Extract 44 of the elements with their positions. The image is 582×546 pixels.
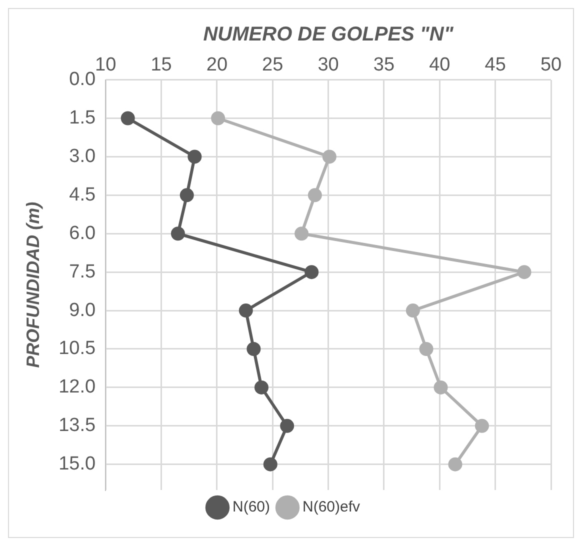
point [517, 265, 532, 280]
y-tick-label: 13.5 [58, 415, 96, 436]
x-tick-label: 20 [206, 54, 228, 76]
x-tick-label: 45 [484, 54, 506, 76]
point [180, 188, 194, 202]
y-tick-label: 0.0 [69, 69, 96, 90]
y-tick-label: 4.5 [69, 184, 96, 206]
point [211, 111, 226, 126]
x-tick-label: 30 [318, 54, 339, 76]
y-tick-label: 12.0 [58, 376, 96, 398]
y-tick-label: 6.0 [69, 222, 96, 244]
y-tick-label: 10.5 [58, 338, 96, 360]
x-tick-label: 40 [429, 54, 450, 76]
y-tick-label: 3.0 [69, 146, 96, 167]
point [419, 342, 434, 356]
point [434, 380, 448, 394]
point [448, 457, 462, 472]
point [170, 226, 185, 241]
point [238, 304, 253, 318]
point [254, 380, 268, 394]
y-tick-label: 1.5 [69, 107, 96, 128]
point [322, 150, 336, 164]
point [474, 418, 489, 433]
point [120, 111, 135, 126]
legend-label: N(60) [232, 498, 270, 516]
point [304, 265, 319, 280]
x-tick-label: 25 [262, 54, 284, 76]
y-tick-label: 7.5 [69, 261, 96, 282]
point [263, 457, 278, 472]
point [406, 304, 420, 318]
x-tick-label: 35 [373, 54, 395, 76]
y-tick-label: 15.0 [58, 454, 96, 475]
point [188, 150, 202, 164]
x-tick-label: 15 [150, 54, 172, 76]
point [294, 226, 309, 241]
point [280, 418, 294, 433]
point [308, 188, 322, 202]
y-tick-label: 9.0 [69, 300, 96, 321]
point [246, 342, 261, 356]
y-axis-title: PROFUNDIDAD (m) [22, 202, 43, 368]
x-tick-label: 50 [540, 54, 562, 76]
x-axis-title: NUMERO DE GOLPES "N" [203, 24, 454, 46]
x-tick-label: 10 [95, 54, 116, 76]
legend-label: N(60)efv [302, 498, 361, 516]
